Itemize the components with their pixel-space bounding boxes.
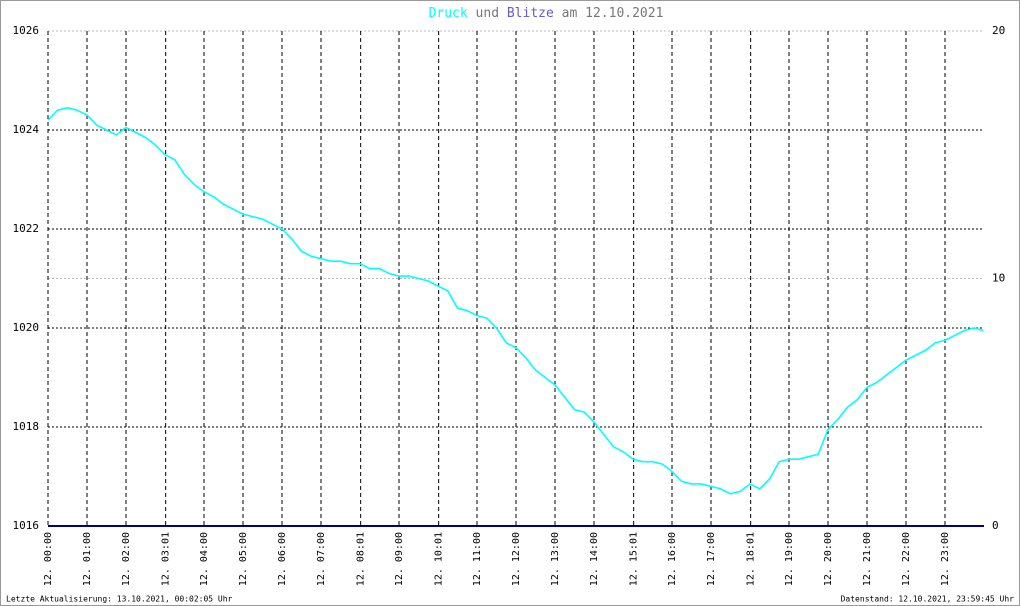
x-tick-label: 12. 10:01 (434, 532, 445, 586)
x-tick-label: 12. 09:00 (394, 532, 405, 586)
x-tick-label: 12. 08:01 (356, 532, 367, 586)
x-tick-label: 12. 15:01 (629, 532, 640, 586)
y-tick-label: 1026 (13, 24, 40, 37)
x-tick-label: 12. 11:00 (472, 532, 483, 586)
title-series-name: Druck (429, 6, 468, 21)
x-tick-label: 12. 07:00 (316, 532, 327, 586)
y2-tick-label: 10 (992, 272, 1005, 285)
title-connector: und (476, 6, 499, 21)
x-tick-label: 12. 14:00 (589, 532, 600, 586)
x-tick-label: 12. 22:00 (901, 532, 912, 586)
footer-left: Letzte Aktualisierung: 13.10.2021, 00:02… (6, 595, 233, 604)
title-series-name: Blitze (507, 6, 554, 21)
x-tick-label: 12. 21:00 (862, 532, 873, 586)
x-tick-label: 12. 03:01 (161, 532, 172, 586)
x-tick-label: 12. 01:00 (82, 532, 93, 586)
x-tick-label: 12. 18:01 (746, 532, 757, 586)
x-tick-label: 12. 19:00 (784, 532, 795, 586)
x-tick-label: 12. 16:00 (667, 532, 678, 586)
x-tick-label: 12. 17:00 (706, 532, 717, 586)
x-tick-label: 12. 05:00 (238, 532, 249, 586)
title-date: am 12.10.2021 (562, 6, 664, 21)
x-tick-label: 12. 20:00 (823, 532, 834, 586)
x-tick-label: 12. 23:00 (940, 532, 951, 586)
chart-title: Druck und Blitze am 12.10.2021 (429, 6, 664, 21)
y-tick-label: 1024 (13, 123, 40, 136)
series-line (47, 106, 984, 495)
y-tick-label: 1018 (13, 420, 40, 433)
x-tick-label: 12. 06:00 (277, 532, 288, 586)
x-tick-label: 12. 13:00 (550, 532, 561, 586)
y-tick-label: 1016 (13, 519, 40, 532)
x-tick-label: 12. 00:00 (43, 532, 54, 586)
y-tick-label: 1020 (13, 321, 40, 334)
y2-tick-label: 0 (992, 519, 999, 532)
x-tick-label: 12. 04:00 (199, 532, 210, 586)
x-tick-label: 12. 12:00 (511, 532, 522, 586)
y2-tick-label: 20 (992, 24, 1005, 37)
x-tick-label: 12. 02:00 (121, 532, 132, 586)
footer-right: Datenstand: 12.10.2021, 23:59:45 Uhr (841, 595, 1015, 604)
y-tick-label: 1022 (13, 222, 40, 235)
